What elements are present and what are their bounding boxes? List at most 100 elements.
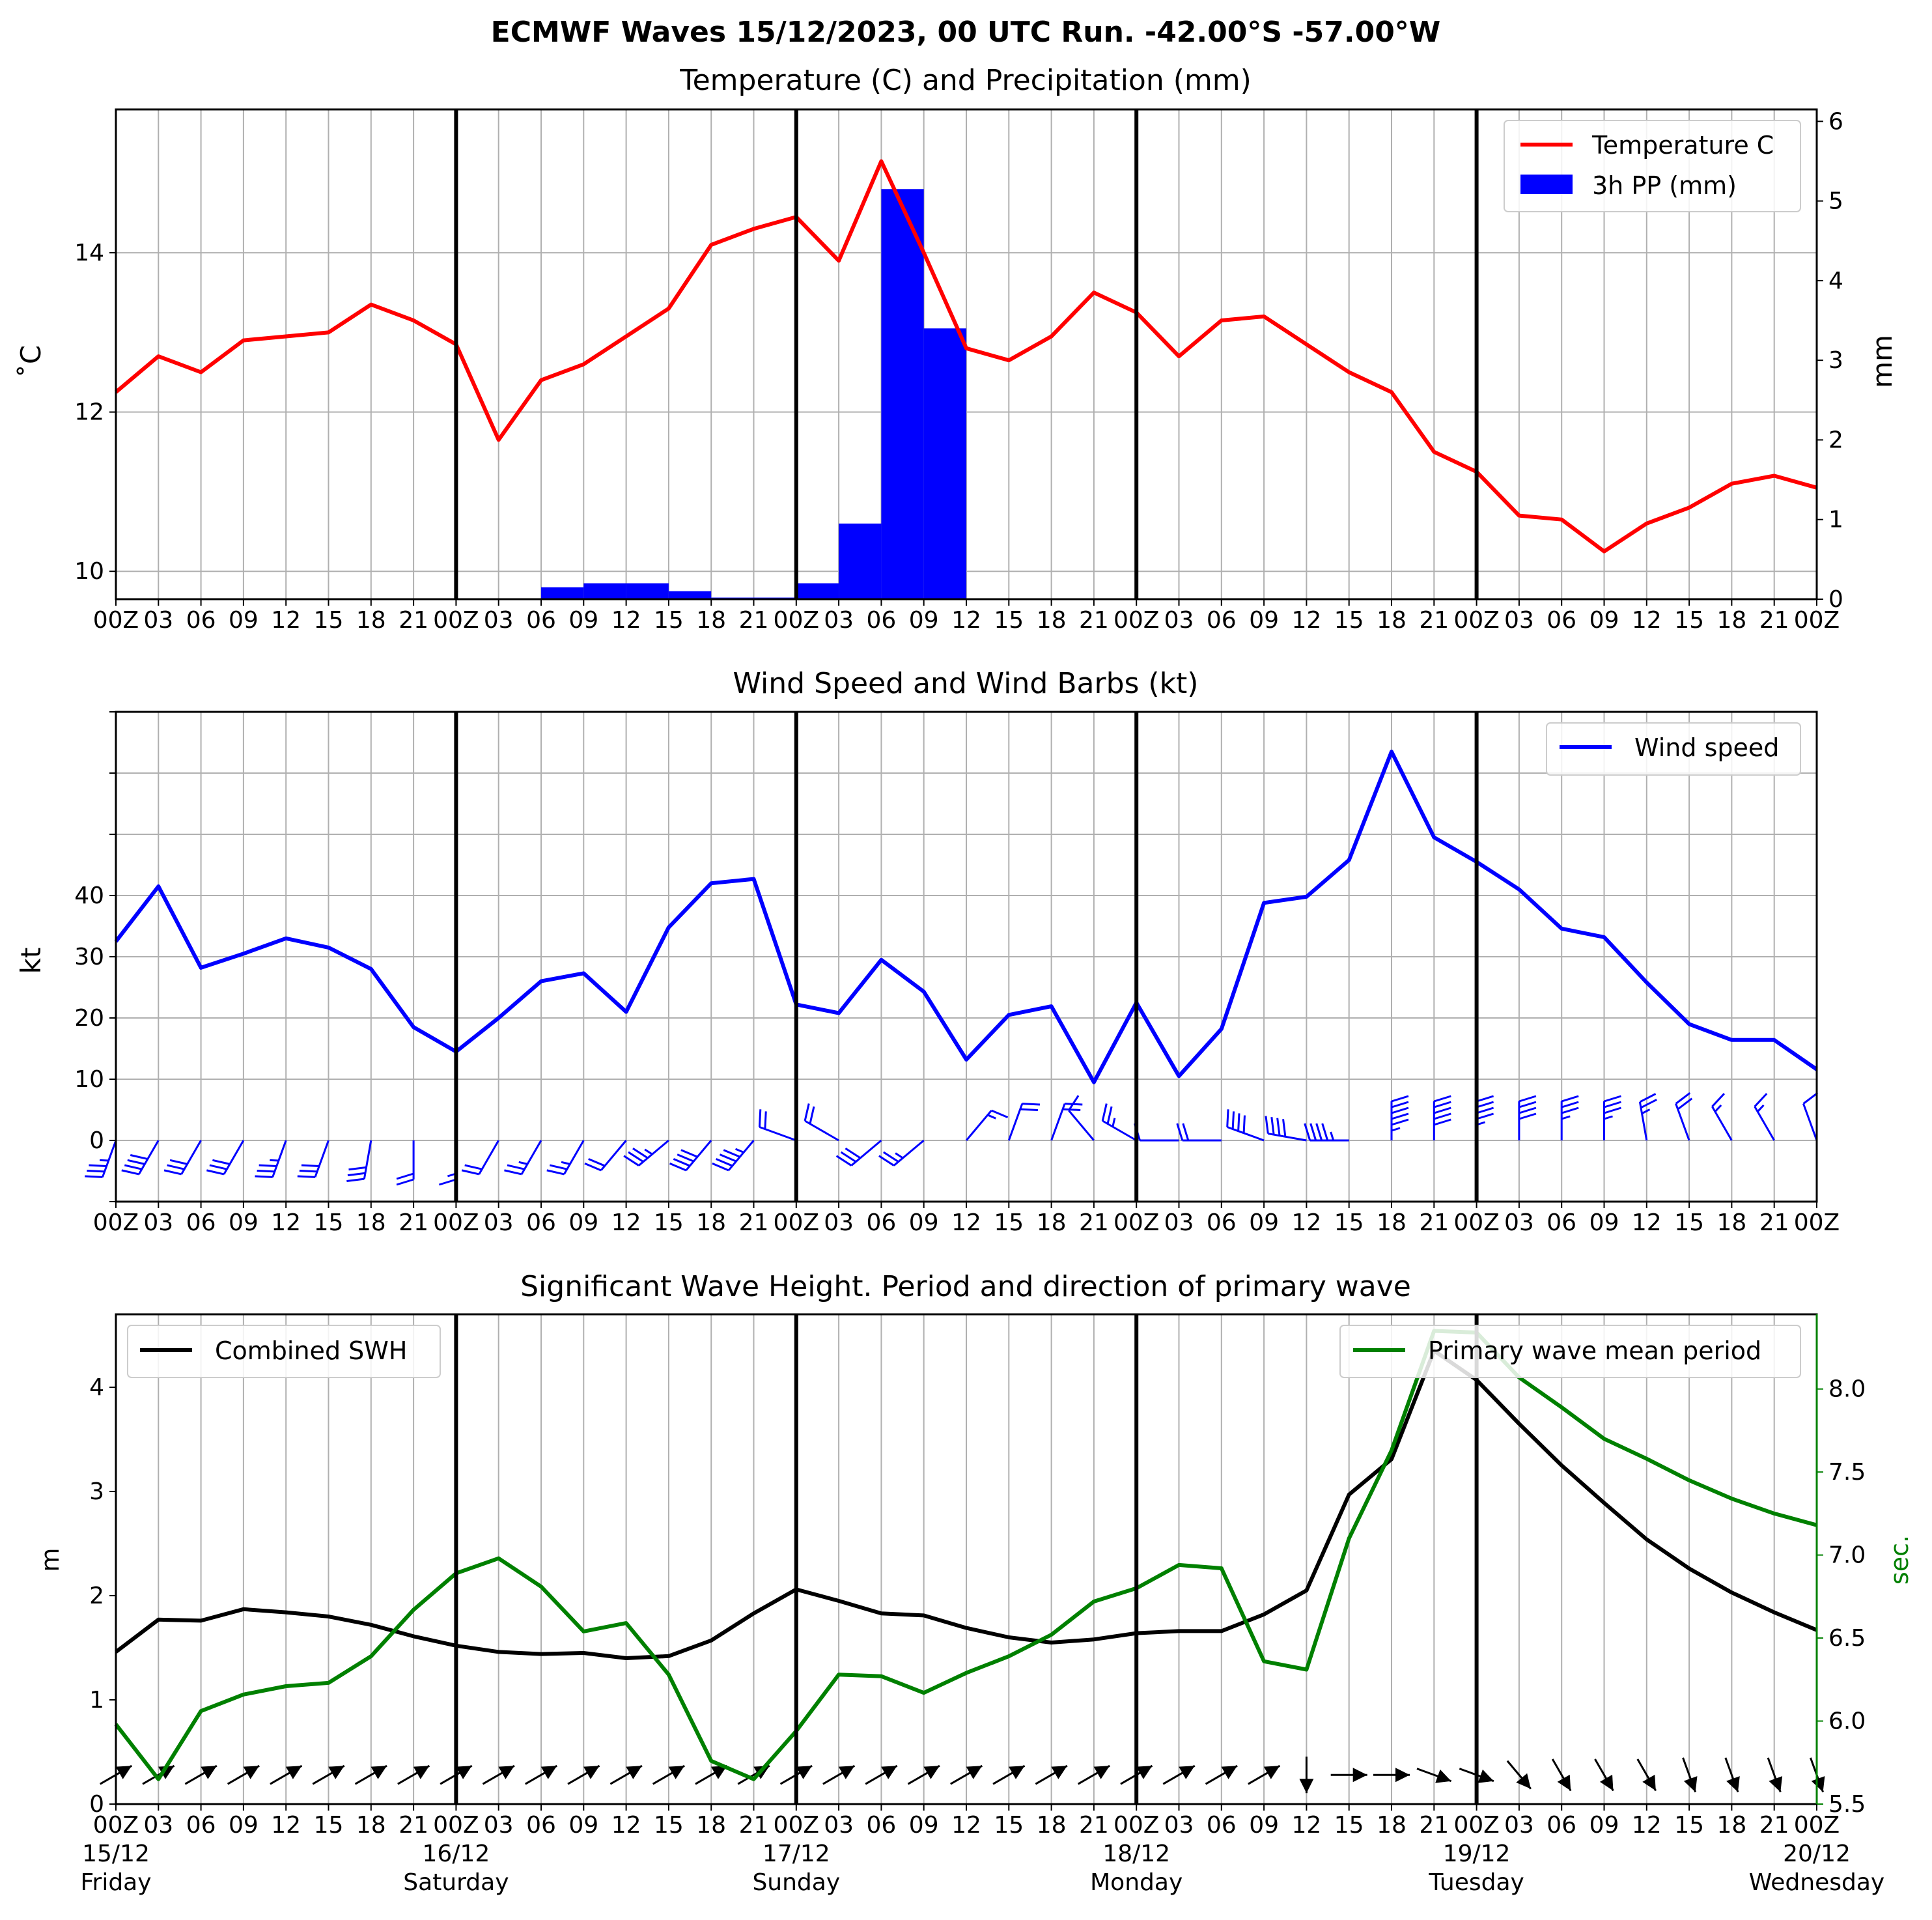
wind-barb	[121, 1140, 160, 1176]
x-tick-label: 03	[484, 607, 514, 634]
x-tick-label: 03	[484, 1812, 514, 1839]
panel-waves: Significant Wave Height. Period and dire…	[36, 1270, 1914, 1896]
arrow-head	[1008, 1766, 1025, 1779]
barb-staff	[478, 1140, 499, 1175]
x-tick-label: 18	[696, 607, 726, 634]
barb-flag	[1315, 1123, 1323, 1141]
x-tick-label: 03	[143, 1209, 173, 1236]
barb-flag	[1604, 1095, 1621, 1103]
barb-staff	[637, 1139, 669, 1166]
x-tick-label: 12	[1291, 1209, 1321, 1236]
x-tick-label: 06	[186, 607, 216, 634]
x-tick-label: 21	[1079, 1209, 1109, 1236]
panel2-ylabel: kt	[15, 948, 47, 974]
barb-flag	[1476, 1095, 1494, 1103]
arrow-head	[1599, 1774, 1614, 1791]
barb-staff	[1007, 1103, 1024, 1141]
x-tick-label: 00Z	[1794, 607, 1840, 634]
x-tick-label: 00Z	[1453, 607, 1499, 634]
barb-flag	[1022, 1103, 1041, 1106]
wind-barb	[623, 1139, 669, 1166]
arrow-head	[456, 1766, 472, 1779]
wind-barb	[206, 1140, 245, 1176]
barb-half-flag	[1757, 1104, 1765, 1112]
wind-barb	[461, 1140, 499, 1176]
wave-direction-arrow	[142, 1764, 175, 1785]
wave-direction-arrow	[1551, 1758, 1572, 1792]
barb-half-flag	[518, 1161, 528, 1165]
period-line	[114, 1329, 1817, 1781]
barb-flag	[723, 1149, 740, 1158]
barb-flag	[507, 1164, 525, 1170]
precip-bar	[541, 587, 584, 599]
wind-barb	[712, 1140, 755, 1172]
panel3-ylabel: m	[36, 1547, 64, 1572]
barb-flag	[669, 1162, 687, 1172]
wave-direction-arrow	[354, 1764, 387, 1785]
barb-half-flag	[1330, 1131, 1335, 1141]
barb-flag	[628, 1151, 644, 1163]
x-tick-label: 12	[611, 607, 641, 634]
barb-flag	[716, 1158, 733, 1167]
barb-flag	[85, 1175, 103, 1178]
arrow-head	[1051, 1766, 1067, 1779]
x-tick-label: 21	[1759, 607, 1789, 634]
barb-flag	[1433, 1107, 1451, 1114]
barb-flag	[835, 1155, 852, 1166]
barb-flag	[764, 1111, 767, 1129]
wind-barb	[758, 1109, 797, 1142]
x-tick-label: 09	[229, 1209, 259, 1236]
arrow-head	[1435, 1769, 1451, 1783]
barb-flag	[206, 1169, 225, 1176]
wave-direction-arrow	[312, 1764, 345, 1785]
wind-barb	[297, 1140, 329, 1178]
y-tick-label: 12	[74, 399, 104, 426]
x-tick-label: 03	[1164, 1209, 1194, 1236]
swh-line	[115, 1349, 1818, 1660]
barb-flag	[169, 1159, 188, 1165]
x-tick-label: 06	[1207, 1812, 1237, 1839]
x-tick-label: 15	[654, 1209, 684, 1236]
x-tick-label: 06	[1547, 1209, 1576, 1236]
precip-bar	[839, 523, 882, 599]
barb-flag	[1182, 1123, 1190, 1141]
x-tick-label: 12	[1632, 607, 1662, 634]
barb-flag	[632, 1147, 649, 1159]
panel1-ylabel: ˚C	[15, 345, 47, 378]
wind-barb	[1638, 1093, 1657, 1141]
arrow-head	[413, 1766, 430, 1779]
y-right-tick-label: 2	[1828, 427, 1843, 453]
wind-barb	[1390, 1095, 1409, 1140]
wave-direction-arrow	[695, 1764, 728, 1785]
x-tick-label: 06	[186, 1812, 216, 1839]
barb-flag	[255, 1175, 273, 1178]
y-right-tick-label: 5	[1828, 188, 1843, 215]
arrow-head	[796, 1766, 813, 1779]
x-tick-label: 18	[1377, 1812, 1407, 1839]
wave-direction-arrow	[1682, 1757, 1698, 1793]
x-tick-label: 12	[1291, 1812, 1321, 1839]
wave-direction-arrow	[1330, 1768, 1367, 1783]
x-tick-label: 03	[1504, 607, 1534, 634]
precip-bar	[583, 583, 626, 599]
barb-staff	[223, 1140, 245, 1175]
x-tick-label: 12	[951, 607, 981, 634]
x-tick-label: 15	[314, 1812, 344, 1839]
x-tick-label: 00Z	[1113, 607, 1159, 634]
x-tick-label: 03	[824, 1209, 854, 1236]
x-tick-label: 00Z	[1113, 1209, 1159, 1236]
barb-flag	[438, 1178, 456, 1186]
barb-staff	[1227, 1126, 1265, 1142]
wind-barb	[346, 1140, 372, 1182]
barb-half-flag	[735, 1148, 744, 1153]
wave-direction-arrow	[482, 1764, 515, 1785]
x-tick-label: 00Z	[774, 1209, 819, 1236]
x-tick-label: 18	[1037, 1209, 1067, 1236]
x-tick-label: 06	[526, 1209, 556, 1236]
barb-flag	[1561, 1101, 1579, 1108]
x-tick-label: 15	[1334, 607, 1364, 634]
wind-barb	[504, 1140, 542, 1176]
barb-flag	[127, 1159, 145, 1165]
barb-flag	[584, 1162, 602, 1172]
